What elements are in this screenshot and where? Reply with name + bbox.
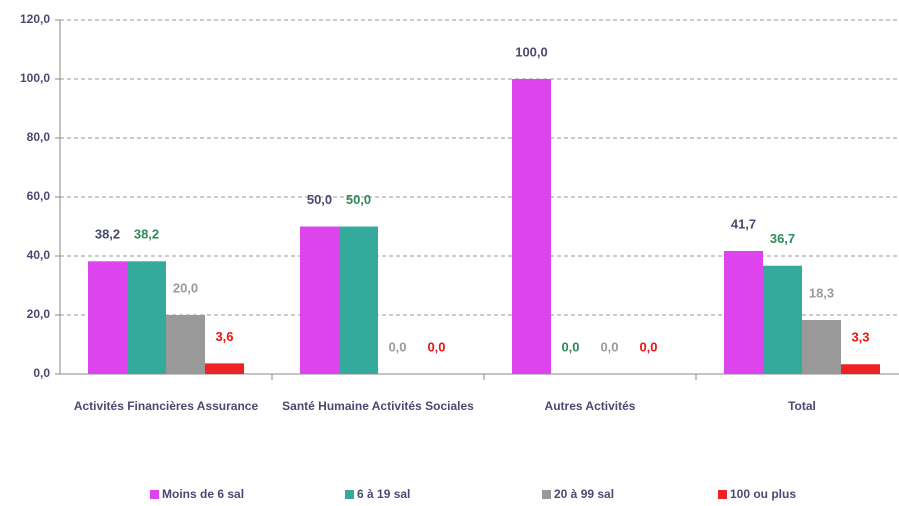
data-label: 3,6 [215, 329, 233, 344]
data-label: 0,0 [561, 339, 579, 354]
data-label: 0,0 [639, 339, 657, 354]
data-label: 0,0 [600, 339, 618, 354]
data-label: 3,3 [851, 330, 869, 345]
data-label: 50,0 [307, 192, 332, 207]
legend-swatch [345, 490, 354, 499]
y-tick-label: 120,0 [20, 12, 50, 26]
data-label: 41,7 [731, 216, 756, 231]
y-tick-label: 40,0 [27, 248, 51, 262]
bar [724, 250, 763, 374]
bar [763, 265, 802, 374]
bar [339, 226, 378, 374]
legend-label: 20 à 99 sal [554, 487, 614, 501]
y-tick-label: 0,0 [33, 366, 50, 380]
x-tick-label: Autres Activités [545, 399, 636, 413]
bar [512, 79, 551, 374]
bar [205, 363, 244, 374]
legend-label: 100 ou plus [730, 487, 796, 501]
data-label: 38,2 [134, 227, 159, 242]
y-tick-label: 80,0 [27, 130, 51, 144]
data-label: 18,3 [809, 285, 834, 300]
data-label: 0,0 [388, 339, 406, 354]
y-tick-label: 60,0 [27, 189, 51, 203]
legend-label: Moins de 6 sal [162, 487, 244, 501]
legend-label: 6 à 19 sal [357, 487, 410, 501]
data-label: 50,0 [346, 192, 371, 207]
data-label: 38,2 [95, 227, 120, 242]
bar [127, 261, 166, 374]
y-tick-label: 100,0 [20, 71, 50, 85]
data-label: 100,0 [515, 44, 548, 59]
legend-swatch [718, 490, 727, 499]
x-tick-label: Activités Financières Assurance [74, 399, 259, 413]
bar [300, 226, 339, 374]
data-label: 0,0 [427, 339, 445, 354]
data-label: 36,7 [770, 231, 795, 246]
x-tick-label: Santé Humaine Activités Sociales [282, 399, 474, 413]
bar [841, 364, 880, 374]
data-label: 20,0 [173, 280, 198, 295]
bar [802, 320, 841, 374]
legend-swatch [542, 490, 551, 499]
x-tick-label: Total [788, 399, 816, 413]
legend-swatch [150, 490, 159, 499]
bar [166, 315, 205, 374]
y-tick-label: 20,0 [27, 307, 51, 321]
bar [88, 261, 127, 374]
